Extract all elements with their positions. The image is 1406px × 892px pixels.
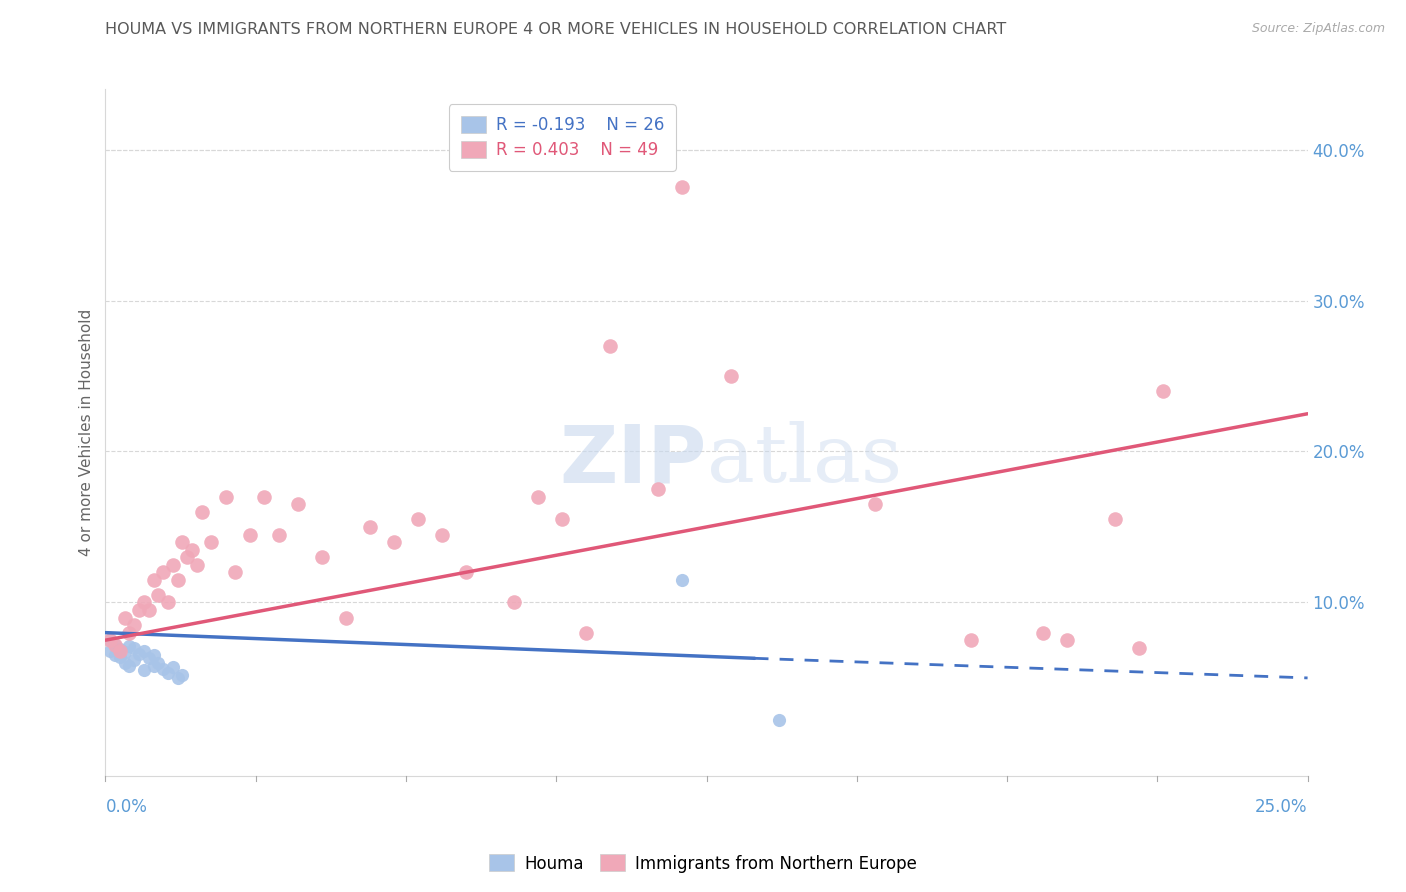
Point	[214, 490, 236, 504]
Point	[104, 648, 127, 663]
Point	[503, 595, 526, 609]
Point	[960, 633, 983, 648]
Point	[124, 618, 146, 632]
Point	[720, 369, 742, 384]
Point	[671, 573, 693, 587]
Point	[108, 644, 131, 658]
Point	[142, 573, 165, 587]
Point	[132, 664, 155, 678]
Point	[239, 527, 262, 541]
Point	[267, 527, 290, 541]
Point	[186, 558, 208, 572]
Point	[124, 640, 146, 655]
Point	[108, 642, 131, 657]
Point	[190, 505, 212, 519]
Point	[1128, 640, 1150, 655]
Text: 25.0%: 25.0%	[1256, 798, 1308, 816]
Text: atlas: atlas	[707, 421, 901, 500]
Point	[671, 180, 693, 194]
Point	[359, 520, 381, 534]
Point	[114, 610, 136, 624]
Point	[224, 566, 246, 580]
Point	[181, 542, 204, 557]
Point	[128, 603, 150, 617]
Text: ZIP: ZIP	[560, 421, 707, 500]
Point	[104, 638, 127, 652]
Point	[406, 512, 429, 526]
Point	[311, 550, 333, 565]
Point	[335, 610, 357, 624]
Legend: R = -0.193    N = 26, R = 0.403    N = 49: R = -0.193 N = 26, R = 0.403 N = 49	[449, 104, 676, 170]
Point	[104, 638, 127, 652]
Point	[98, 633, 121, 648]
Point	[138, 603, 160, 617]
Point	[172, 668, 194, 682]
Point	[575, 625, 598, 640]
Point	[162, 660, 184, 674]
Point	[138, 651, 160, 665]
Point	[166, 671, 188, 685]
Y-axis label: 4 or more Vehicles in Household: 4 or more Vehicles in Household	[79, 309, 94, 557]
Legend: Houma, Immigrants from Northern Europe: Houma, Immigrants from Northern Europe	[482, 847, 924, 880]
Text: HOUMA VS IMMIGRANTS FROM NORTHERN EUROPE 4 OR MORE VEHICLES IN HOUSEHOLD CORRELA: HOUMA VS IMMIGRANTS FROM NORTHERN EUROPE…	[105, 22, 1007, 37]
Point	[132, 595, 155, 609]
Point	[118, 639, 141, 653]
Point	[118, 625, 141, 640]
Point	[152, 662, 174, 676]
Point	[152, 566, 174, 580]
Point	[142, 648, 165, 663]
Text: 0.0%: 0.0%	[105, 798, 148, 816]
Point	[551, 512, 574, 526]
Point	[253, 490, 276, 504]
Point	[599, 339, 621, 353]
Point	[863, 497, 886, 511]
Point	[647, 482, 669, 496]
Point	[1032, 625, 1054, 640]
Point	[98, 633, 121, 648]
Point	[382, 535, 405, 549]
Point	[454, 566, 477, 580]
Point	[162, 558, 184, 572]
Point	[1056, 633, 1078, 648]
Point	[176, 550, 198, 565]
Point	[430, 527, 453, 541]
Text: Source: ZipAtlas.com: Source: ZipAtlas.com	[1251, 22, 1385, 36]
Point	[148, 656, 170, 670]
Point	[527, 490, 550, 504]
Point	[156, 595, 179, 609]
Point	[1104, 512, 1126, 526]
Point	[118, 658, 141, 673]
Point	[108, 649, 131, 664]
Point	[114, 645, 136, 659]
Point	[1152, 384, 1174, 398]
Point	[768, 713, 790, 727]
Point	[114, 656, 136, 670]
Point	[200, 535, 222, 549]
Point	[132, 644, 155, 658]
Point	[166, 573, 188, 587]
Point	[124, 653, 146, 667]
Point	[148, 588, 170, 602]
Point	[98, 644, 121, 658]
Point	[142, 658, 165, 673]
Point	[172, 535, 194, 549]
Point	[128, 647, 150, 661]
Point	[156, 666, 179, 681]
Point	[287, 497, 309, 511]
